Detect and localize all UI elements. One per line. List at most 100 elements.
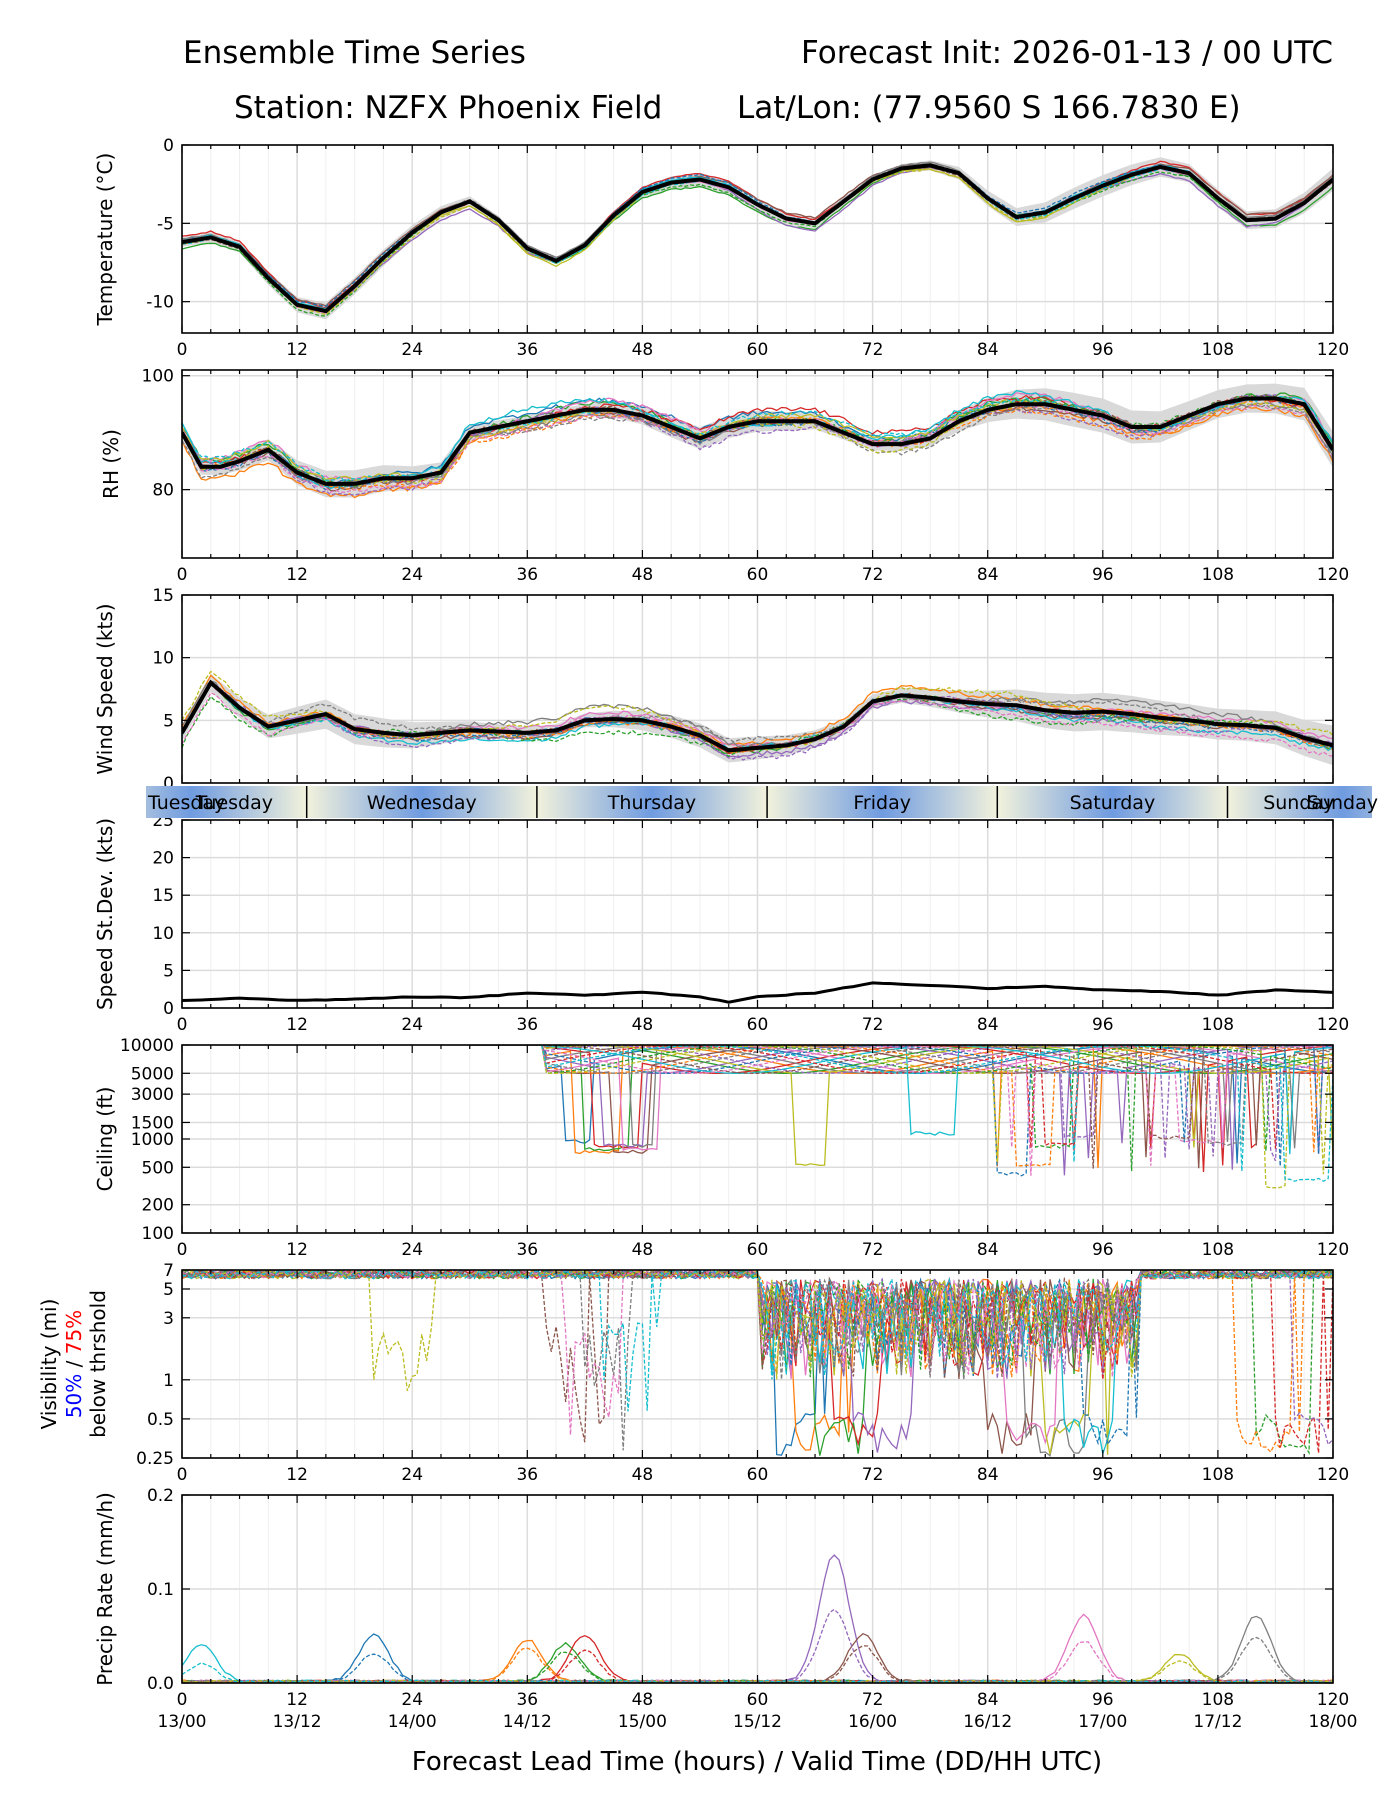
member-line <box>182 401 1333 494</box>
x-tick-label: 60 <box>747 1240 769 1260</box>
temperature-plot-area <box>182 157 1333 320</box>
x-tick-label: 96 <box>1092 1690 1114 1710</box>
x-tick-label: 72 <box>862 1015 884 1035</box>
x-tick-label: 0 <box>177 1690 188 1710</box>
x-tick-label: 48 <box>632 1015 654 1035</box>
day-band <box>767 786 998 818</box>
valid-time-label: 15/12 <box>733 1712 782 1732</box>
title-left: Ensemble Time Series <box>183 35 526 71</box>
x-tick-label: 120 <box>1317 1690 1349 1710</box>
title-right: Forecast Init: 2026-01-13 / 00 UTC <box>801 35 1333 71</box>
ensemble-mean-line <box>182 679 1333 753</box>
x-tick-label: 96 <box>1092 340 1114 360</box>
x-tick-label: 12 <box>286 1015 308 1035</box>
x-tick-label: 72 <box>862 1465 884 1485</box>
y-tick-label: 0 <box>163 136 174 156</box>
visibility-threshold-note: below thrshold <box>86 1290 110 1438</box>
day-band-label: Wednesday <box>367 792 477 814</box>
x-tick-label: 108 <box>1202 1690 1234 1710</box>
y-tick-label: 10 <box>152 924 174 944</box>
x-tick-label: 72 <box>862 1240 884 1260</box>
temperature-y-ticks: 0 -5 -10 <box>146 136 1333 313</box>
y-tick-label: 500 <box>142 1158 174 1178</box>
y-tick-label: 0.5 <box>147 1410 174 1430</box>
spread-band <box>182 673 1333 766</box>
ensemble-mean-line <box>182 163 1333 314</box>
member-line <box>182 684 1333 749</box>
station-latlon: Lat/Lon: (77.9560 S 166.7830 E) <box>737 90 1241 126</box>
y-tick-label: 200 <box>142 1196 174 1216</box>
member-line <box>182 680 1333 748</box>
x-tick-label: 24 <box>401 565 423 585</box>
y-tick-label: 5 <box>163 711 174 731</box>
wind_speed-y-ticks: 0 5 10 15 <box>152 586 1333 794</box>
member-line <box>182 164 1333 308</box>
rh-panel: 0 12 24 36 48 60 72 84 96 108 120 100 80 RH (%) <box>99 367 1349 585</box>
x-tick-label: 72 <box>862 565 884 585</box>
x-tick-label: 108 <box>1202 1015 1234 1035</box>
wind_speed-y-label: Wind Speed (kts) <box>93 603 117 774</box>
x-tick-label: 60 <box>747 1690 769 1710</box>
valid-time-label: 14/00 <box>388 1712 437 1732</box>
x-tick-label: 84 <box>977 1240 999 1260</box>
x-tick-label: 24 <box>401 340 423 360</box>
y-tick-label: 0.25 <box>136 1449 174 1469</box>
x-tick-label: 24 <box>401 1015 423 1035</box>
rh-x-ticks: 0 12 24 36 48 60 72 84 96 108 120 <box>177 370 1349 585</box>
x-tick-label: 84 <box>977 1465 999 1485</box>
speed_stdev-y-label: Speed St.Dev. (kts) <box>93 818 117 1010</box>
x-tick-label: 108 <box>1202 1465 1234 1485</box>
rh-y-ticks: 100 80 <box>142 367 1333 501</box>
visibility-x-ticks: 0 12 24 36 48 60 72 84 96 108 120 <box>177 1270 1349 1485</box>
y-tick-label: 100 <box>142 1224 174 1244</box>
member-line <box>469 1045 1333 1169</box>
day-band-label: Thursday <box>607 792 696 814</box>
temperature-panel: 0 12 24 36 48 60 72 84 96 108 120 0 -5 -10 Temperature… <box>93 136 1349 360</box>
visibility-panel: 0 12 24 36 48 60 72 84 96 108 120 75 3 1 0.5 0.25 Visibi… <box>37 1261 1349 1485</box>
y-tick-label: 1 <box>163 1371 174 1391</box>
valid-time-label: 13/00 <box>158 1712 207 1732</box>
x-tick-label: 48 <box>632 565 654 585</box>
valid-time-label: 15/00 <box>618 1712 667 1732</box>
x-tick-label: 96 <box>1092 565 1114 585</box>
x-tick-label: 36 <box>516 340 538 360</box>
strip-mask <box>0 786 146 818</box>
x-tick-label: 108 <box>1202 340 1234 360</box>
wind_speed-panel: 01224364860728496108120051015Wind Speed … <box>93 586 1349 810</box>
x-tick-label: 0 <box>177 1465 188 1485</box>
y-tick-label: 1000 <box>131 1130 174 1150</box>
x-tick-label: 72 <box>862 340 884 360</box>
x-axis-label: Forecast Lead Time (hours) / Valid Time … <box>412 1747 1102 1777</box>
x-tick-label: 12 <box>286 1690 308 1710</box>
precip_rate-panel: 0 12 24 36 48 60 72 84 96 108 120 13/00 13/12 14/00 14… <box>93 1486 1358 1732</box>
station-name: Station: NZFX Phoenix Field <box>234 90 662 126</box>
y-tick-label: 15 <box>152 586 174 606</box>
temperature-x-ticks: 0 12 24 36 48 60 72 84 96 108 120 <box>177 145 1349 360</box>
y-tick-label: 5 <box>163 961 174 981</box>
x-tick-label: 0 <box>177 565 188 585</box>
member-line <box>182 393 1333 496</box>
x-tick-label: 24 <box>401 1690 423 1710</box>
x-tick-label: 96 <box>1092 1465 1114 1485</box>
x-tick-label: 60 <box>747 340 769 360</box>
visibility-grid <box>181 1269 1334 1459</box>
valid-time-label: 16/00 <box>848 1712 897 1732</box>
ceiling-y-label: Ceiling (ft) <box>93 1087 117 1192</box>
precip_rate-y-ticks: 0.0 0.1 0.2 <box>147 1486 1333 1694</box>
valid-time-label: 17/12 <box>1193 1712 1242 1732</box>
x-tick-label: 0 <box>177 1015 188 1035</box>
x-tick-label: 96 <box>1092 1240 1114 1260</box>
y-tick-label: 0.2 <box>147 1486 174 1506</box>
x-tick-label: 24 <box>401 1465 423 1485</box>
precip_rate-y-label: Precip Rate (mm/h) <box>93 1492 117 1686</box>
x-tick-label: 12 <box>286 340 308 360</box>
y-tick-label: 0 <box>163 999 174 1019</box>
x-tick-label: 48 <box>632 1690 654 1710</box>
x-tick-label: 120 <box>1317 1465 1349 1485</box>
member-line <box>182 164 1333 317</box>
y-tick-label: 100 <box>142 367 174 387</box>
spread-band <box>182 157 1333 320</box>
day-band <box>997 786 1228 818</box>
x-tick-label: 36 <box>516 565 538 585</box>
